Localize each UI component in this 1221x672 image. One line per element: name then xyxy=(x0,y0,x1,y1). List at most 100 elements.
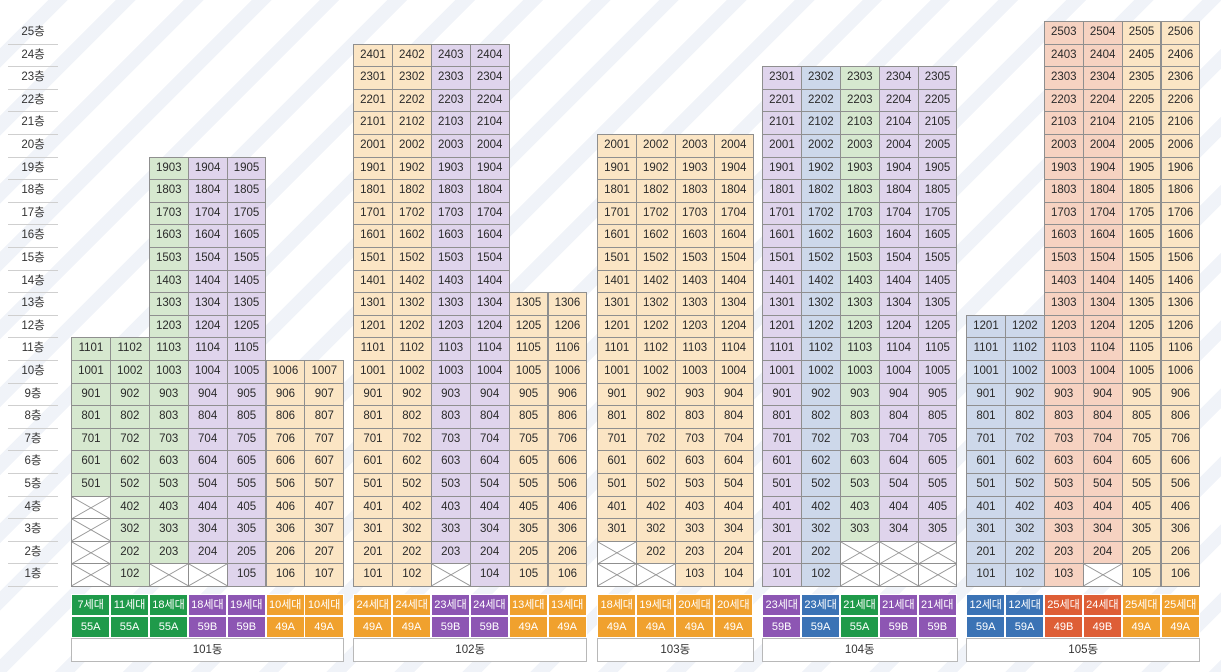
unit-cell: 1602 xyxy=(635,224,676,248)
unit-cell: 601 xyxy=(597,450,637,474)
floor-divider xyxy=(8,247,58,248)
unit-cell: 2001 xyxy=(597,134,637,158)
unit-cell: 1201 xyxy=(966,314,1006,339)
unit-cell: 1604 xyxy=(469,224,510,248)
household-count: 23세대 xyxy=(762,594,802,616)
floor-label: 17층 xyxy=(21,206,45,219)
floor-label: 21층 xyxy=(21,116,45,129)
unit-cell: 1803 xyxy=(1043,179,1084,203)
unit-cell: 1702 xyxy=(800,201,841,226)
unit-cell: 605 xyxy=(917,450,958,474)
unit-cell: 302 xyxy=(800,518,841,542)
unit-cell: 304 xyxy=(878,518,919,542)
unit-cell: 503 xyxy=(674,473,715,497)
unit-cell: 1701 xyxy=(597,201,637,226)
unit-cell: 1302 xyxy=(635,292,676,316)
unit-cell: 1304 xyxy=(187,292,228,316)
unit-cell: 1202 xyxy=(1004,314,1045,339)
unit-cell: 1502 xyxy=(635,247,676,271)
unit-type: 59B xyxy=(226,616,266,638)
unit-cell: 604 xyxy=(713,450,754,474)
unit-cell: 401 xyxy=(966,495,1006,520)
unit-cell: 1206 xyxy=(547,314,588,339)
unit-cell: 803 xyxy=(1043,405,1084,429)
unit-cell: 1402 xyxy=(800,269,841,294)
unit-cell: 1603 xyxy=(839,224,880,248)
unit-cell: 1003 xyxy=(1043,360,1084,384)
unit-cell: 1104 xyxy=(878,337,919,361)
unit-cell: 1801 xyxy=(597,179,637,203)
unit-cell: 204 xyxy=(713,540,754,565)
unit-cell: 1803 xyxy=(674,179,715,203)
floor-label: 6층 xyxy=(24,455,42,468)
unit-cell: 604 xyxy=(878,450,919,474)
unit-cell: 1003 xyxy=(674,360,715,384)
unit-cell: 906 xyxy=(1160,382,1201,407)
unit-cell: 2001 xyxy=(353,134,393,158)
unit-cell: 2306 xyxy=(1160,66,1201,90)
unit-cell: 1604 xyxy=(713,224,754,248)
unit-cell: 1603 xyxy=(1043,224,1084,248)
unit-cell: 1104 xyxy=(469,337,510,361)
unit-cell: 802 xyxy=(800,405,841,429)
unit-cell: 601 xyxy=(762,450,802,474)
unit-cell: 801 xyxy=(966,405,1006,429)
unit-cell: 205 xyxy=(1121,540,1162,565)
unit-cell: 503 xyxy=(839,473,880,497)
household-count: 24세대 xyxy=(391,594,432,616)
unit-cell: 1504 xyxy=(878,247,919,271)
floor-divider xyxy=(8,156,58,158)
unit-cell: 902 xyxy=(1004,382,1045,407)
cross-icon xyxy=(72,541,110,564)
unit-cell: 1106 xyxy=(547,337,588,361)
unit-cell: 2303 xyxy=(839,66,880,90)
unit-cell: 2201 xyxy=(353,88,393,113)
unit-cell: 1403 xyxy=(430,269,471,294)
unit-cell: 1601 xyxy=(353,224,393,248)
unit-cell: 406 xyxy=(1160,495,1201,520)
unit-cell: 206 xyxy=(1160,540,1201,565)
unit-cell: 2106 xyxy=(1160,111,1201,135)
unit-type: 49A xyxy=(508,616,548,638)
unit-cell: 1506 xyxy=(1160,247,1201,271)
household-count: 25세대 xyxy=(1160,594,1200,616)
unit-cell: 703 xyxy=(1043,427,1084,452)
unit-cell: 1401 xyxy=(353,269,393,294)
unit-cell: 607 xyxy=(304,450,345,474)
unit-cell: 2002 xyxy=(635,134,676,158)
unit-cell: 602 xyxy=(800,450,841,474)
unit-cell: 2205 xyxy=(1121,88,1162,113)
unit-cell: 202 xyxy=(1004,540,1045,565)
unit-cell: 604 xyxy=(469,450,510,474)
unit-cell: 105 xyxy=(226,563,267,587)
household-count: 18세대 xyxy=(187,594,228,616)
unit-cell: 1403 xyxy=(1043,269,1084,294)
unit-cell: 1905 xyxy=(1121,156,1162,181)
unit-cell: 1701 xyxy=(762,201,802,226)
unit-cell: 2305 xyxy=(917,66,958,90)
unit-cell: 407 xyxy=(304,495,345,520)
unit-cell: 1504 xyxy=(713,247,754,271)
unit-cell: 1704 xyxy=(713,201,754,226)
unit-cell: 603 xyxy=(148,450,189,474)
unit-cell: 206 xyxy=(265,540,306,565)
unit-cell: 206 xyxy=(547,540,588,565)
unit-cell: 1004 xyxy=(1082,360,1123,384)
unit-cell: 1804 xyxy=(469,179,510,203)
unit-type: 59B xyxy=(878,616,919,638)
unit-cell: 304 xyxy=(713,518,754,542)
unit-cell: 2503 xyxy=(1043,21,1084,45)
floor-divider xyxy=(8,314,58,316)
unit-cell: 2001 xyxy=(762,134,802,158)
unit-cell: 903 xyxy=(148,382,189,407)
unit-cell: 1203 xyxy=(674,314,715,339)
unit-cell: 1005 xyxy=(508,360,549,384)
unit-cell: 1804 xyxy=(187,179,228,203)
unit-cell: 1603 xyxy=(674,224,715,248)
unit-cell: 706 xyxy=(1160,427,1201,452)
unit-cell: 804 xyxy=(187,405,228,429)
unit-cell: 605 xyxy=(508,450,549,474)
unit-cell: 701 xyxy=(353,427,393,452)
unit-cell: 905 xyxy=(917,382,958,407)
household-count: 21세대 xyxy=(878,594,919,616)
